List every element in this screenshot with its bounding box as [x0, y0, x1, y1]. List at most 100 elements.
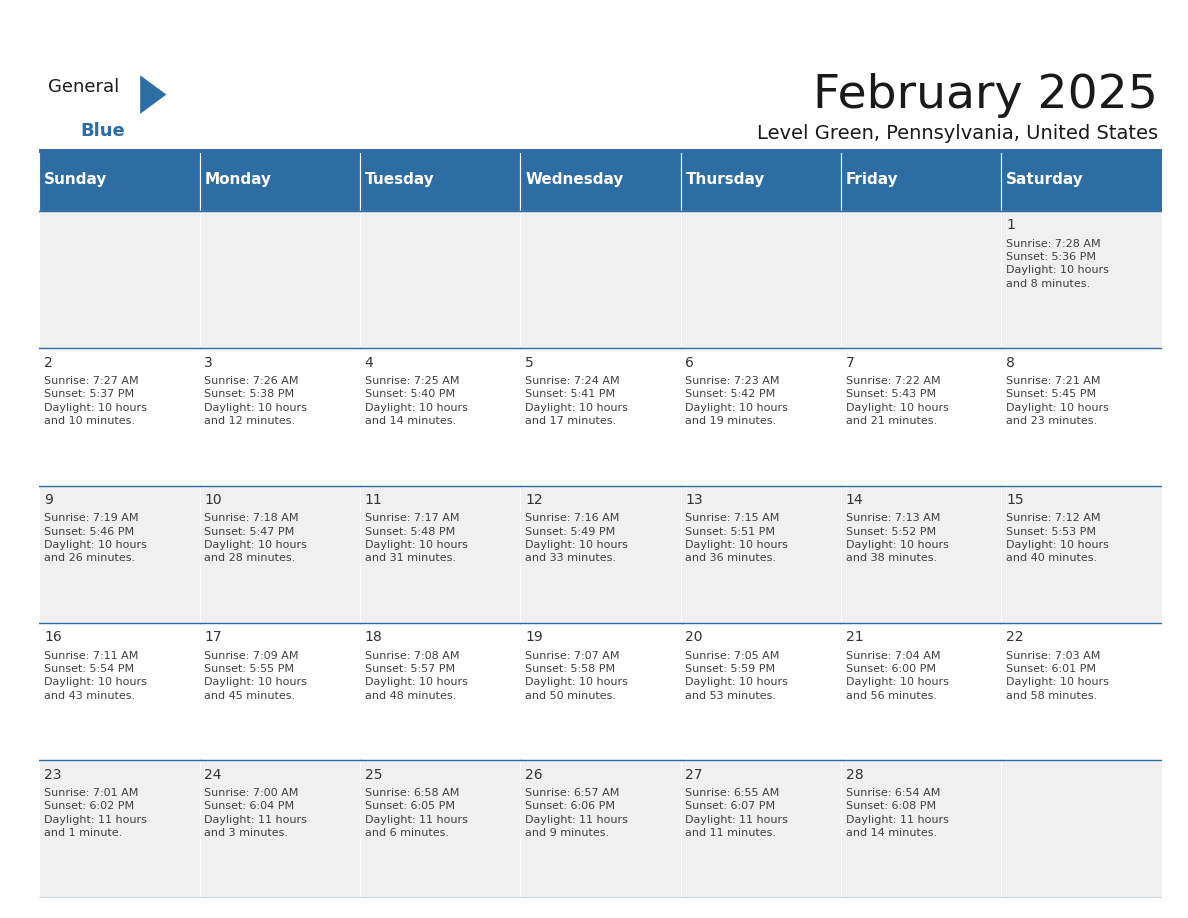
Bar [681, 211, 841, 349]
Text: Sunday: Sunday [44, 173, 107, 187]
Bar [39, 211, 200, 349]
Text: Sunrise: 7:15 AM: Sunrise: 7:15 AM [685, 513, 779, 523]
Text: Daylight: 10 hours: Daylight: 10 hours [44, 540, 147, 550]
Bar [841, 623, 1001, 760]
Bar [39, 486, 200, 623]
Text: Sunset: 5:40 PM: Sunset: 5:40 PM [365, 389, 455, 399]
Text: Sunrise: 7:27 AM: Sunrise: 7:27 AM [44, 376, 139, 386]
Text: Sunrise: 7:23 AM: Sunrise: 7:23 AM [685, 376, 781, 386]
Bar [681, 760, 841, 898]
Bar [200, 149, 360, 211]
Text: Sunset: 5:47 PM: Sunset: 5:47 PM [204, 527, 295, 537]
Text: Sunrise: 7:26 AM: Sunrise: 7:26 AM [204, 376, 299, 386]
Text: and 3 minutes.: and 3 minutes. [204, 828, 289, 838]
Text: Sunrise: 7:01 AM: Sunrise: 7:01 AM [44, 788, 138, 798]
Text: and 53 minutes.: and 53 minutes. [685, 690, 777, 700]
Bar [360, 623, 520, 760]
Text: Daylight: 10 hours: Daylight: 10 hours [685, 540, 789, 550]
Text: Daylight: 10 hours: Daylight: 10 hours [365, 403, 468, 412]
Text: 24: 24 [204, 767, 222, 782]
Text: Sunset: 6:01 PM: Sunset: 6:01 PM [1006, 664, 1097, 674]
Text: Sunset: 6:00 PM: Sunset: 6:00 PM [846, 664, 936, 674]
Text: Sunrise: 6:57 AM: Sunrise: 6:57 AM [525, 788, 619, 798]
Text: Sunset: 5:38 PM: Sunset: 5:38 PM [204, 389, 295, 399]
Text: Sunrise: 7:00 AM: Sunrise: 7:00 AM [204, 788, 298, 798]
Text: 11: 11 [365, 493, 383, 507]
Bar [1001, 623, 1162, 760]
Text: Daylight: 10 hours: Daylight: 10 hours [204, 403, 308, 412]
Text: Sunrise: 7:04 AM: Sunrise: 7:04 AM [846, 651, 941, 661]
Text: Sunrise: 7:09 AM: Sunrise: 7:09 AM [204, 651, 299, 661]
Text: Sunrise: 6:55 AM: Sunrise: 6:55 AM [685, 788, 779, 798]
Text: Sunrise: 6:54 AM: Sunrise: 6:54 AM [846, 788, 940, 798]
Text: and 31 minutes.: and 31 minutes. [365, 554, 456, 564]
Bar [520, 349, 681, 486]
Text: 4: 4 [365, 356, 373, 370]
Text: Daylight: 10 hours: Daylight: 10 hours [846, 403, 949, 412]
Text: Sunset: 5:59 PM: Sunset: 5:59 PM [685, 664, 776, 674]
Text: 20: 20 [685, 631, 703, 644]
Text: and 28 minutes.: and 28 minutes. [204, 554, 296, 564]
Text: 13: 13 [685, 493, 703, 507]
Text: Friday: Friday [846, 173, 898, 187]
Text: 23: 23 [44, 767, 62, 782]
Text: Sunrise: 7:05 AM: Sunrise: 7:05 AM [685, 651, 779, 661]
Bar [39, 623, 200, 760]
Bar [1001, 486, 1162, 623]
Text: 18: 18 [365, 631, 383, 644]
Text: 9: 9 [44, 493, 52, 507]
Text: Daylight: 10 hours: Daylight: 10 hours [1006, 403, 1110, 412]
Text: February 2025: February 2025 [814, 73, 1158, 118]
Bar [200, 486, 360, 623]
Text: Sunset: 5:45 PM: Sunset: 5:45 PM [1006, 389, 1097, 399]
Text: Sunrise: 7:24 AM: Sunrise: 7:24 AM [525, 376, 620, 386]
Text: Sunset: 5:46 PM: Sunset: 5:46 PM [44, 527, 134, 537]
Text: Sunset: 5:41 PM: Sunset: 5:41 PM [525, 389, 615, 399]
Text: and 50 minutes.: and 50 minutes. [525, 690, 617, 700]
Text: Sunset: 6:04 PM: Sunset: 6:04 PM [204, 801, 295, 812]
Text: Sunset: 5:51 PM: Sunset: 5:51 PM [685, 527, 776, 537]
Text: Daylight: 10 hours: Daylight: 10 hours [1006, 265, 1110, 275]
Text: 27: 27 [685, 767, 703, 782]
Bar [360, 211, 520, 349]
Text: and 36 minutes.: and 36 minutes. [685, 554, 777, 564]
Text: and 43 minutes.: and 43 minutes. [44, 690, 135, 700]
Bar [39, 760, 200, 898]
Text: Daylight: 11 hours: Daylight: 11 hours [685, 814, 789, 824]
Text: 16: 16 [44, 631, 62, 644]
Text: Sunrise: 7:22 AM: Sunrise: 7:22 AM [846, 376, 941, 386]
Text: Daylight: 10 hours: Daylight: 10 hours [44, 677, 147, 688]
Text: Daylight: 11 hours: Daylight: 11 hours [525, 814, 628, 824]
Text: Daylight: 11 hours: Daylight: 11 hours [365, 814, 468, 824]
Text: Sunset: 6:02 PM: Sunset: 6:02 PM [44, 801, 134, 812]
Text: Sunset: 5:54 PM: Sunset: 5:54 PM [44, 664, 134, 674]
Text: Wednesday: Wednesday [525, 173, 624, 187]
Text: Sunset: 5:43 PM: Sunset: 5:43 PM [846, 389, 936, 399]
Text: Daylight: 10 hours: Daylight: 10 hours [685, 403, 789, 412]
Text: and 6 minutes.: and 6 minutes. [365, 828, 449, 838]
Text: and 21 minutes.: and 21 minutes. [846, 416, 937, 426]
Text: Daylight: 10 hours: Daylight: 10 hours [1006, 677, 1110, 688]
Text: Sunrise: 7:12 AM: Sunrise: 7:12 AM [1006, 513, 1101, 523]
Text: 15: 15 [1006, 493, 1024, 507]
Text: Sunrise: 7:17 AM: Sunrise: 7:17 AM [365, 513, 460, 523]
Text: Sunrise: 7:19 AM: Sunrise: 7:19 AM [44, 513, 139, 523]
Text: Blue: Blue [81, 122, 126, 140]
Bar [1001, 149, 1162, 211]
Bar [681, 486, 841, 623]
Text: 28: 28 [846, 767, 864, 782]
Text: and 48 minutes.: and 48 minutes. [365, 690, 456, 700]
Bar [360, 149, 520, 211]
Text: Sunset: 6:05 PM: Sunset: 6:05 PM [365, 801, 455, 812]
Text: 21: 21 [846, 631, 864, 644]
Text: Sunrise: 7:18 AM: Sunrise: 7:18 AM [204, 513, 299, 523]
Text: 6: 6 [685, 356, 694, 370]
Text: Thursday: Thursday [685, 173, 765, 187]
Text: and 14 minutes.: and 14 minutes. [365, 416, 456, 426]
Text: Sunset: 5:37 PM: Sunset: 5:37 PM [44, 389, 134, 399]
Text: 12: 12 [525, 493, 543, 507]
Text: 1: 1 [1006, 218, 1015, 232]
Bar [841, 211, 1001, 349]
Bar [39, 349, 200, 486]
Bar [200, 349, 360, 486]
